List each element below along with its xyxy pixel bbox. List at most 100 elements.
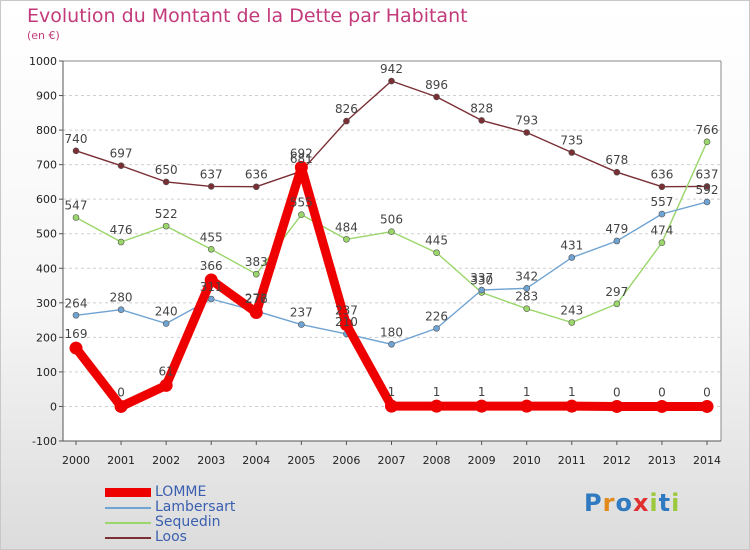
data-label-sequedin: 506 — [380, 213, 403, 227]
data-label-lambersart: 180 — [380, 325, 403, 339]
x-tick-label: 2007 — [378, 454, 406, 467]
data-label-loos: 740 — [65, 132, 88, 146]
data-point-loos — [433, 93, 440, 101]
x-tick-label: 2006 — [332, 454, 360, 467]
legend-label-lomme: LOMME — [155, 484, 207, 500]
logo-letter: P — [584, 489, 603, 517]
data-point-lambersart — [478, 286, 485, 294]
logo-letter: i — [649, 489, 659, 517]
data-label-lambersart: 431 — [560, 239, 583, 253]
data-label-sequedin: 555 — [290, 196, 313, 210]
data-point-sequedin — [343, 235, 350, 243]
data-point-lambersart — [658, 210, 666, 218]
data-point-lomme — [249, 305, 263, 319]
data-label-lomme: 237 — [335, 304, 358, 318]
data-label-sequedin: 476 — [110, 223, 133, 237]
data-point-sequedin — [117, 238, 125, 246]
data-label-sequedin: 445 — [425, 234, 448, 248]
data-point-loos — [658, 183, 666, 191]
data-label-lomme: 1 — [568, 385, 576, 399]
data-point-lomme — [159, 378, 173, 392]
x-tick-label: 2004 — [242, 454, 270, 467]
y-tick-label: 100 — [36, 366, 57, 379]
data-label-lambersart: 337 — [470, 271, 493, 285]
data-label-lambersart: 226 — [425, 309, 448, 323]
data-point-lomme — [655, 399, 669, 413]
data-label-loos: 636 — [650, 168, 673, 182]
data-label-loos: 697 — [110, 147, 133, 161]
data-point-lomme — [700, 399, 714, 413]
data-point-loos — [613, 168, 621, 176]
data-label-lambersart: 479 — [605, 222, 628, 236]
data-label-lambersart: 592 — [696, 183, 719, 197]
data-label-sequedin: 243 — [560, 304, 583, 318]
data-point-loos — [478, 117, 485, 124]
data-point-loos — [252, 183, 260, 191]
legend-label-lambersart: Lambersart — [155, 499, 236, 515]
y-tick-label: 700 — [36, 159, 57, 172]
legend-label-loos: Loos — [155, 529, 187, 545]
data-point-sequedin — [568, 319, 576, 326]
data-label-lambersart: 240 — [155, 305, 178, 319]
data-label-lambersart: 557 — [650, 195, 673, 209]
chart-subtitle: (en €) — [27, 29, 60, 42]
data-label-lomme: 272 — [245, 291, 268, 305]
y-tick-label: 800 — [36, 124, 57, 137]
data-label-loos: 636 — [245, 168, 268, 182]
data-label-sequedin: 484 — [335, 220, 358, 234]
data-label-lomme: 0 — [613, 385, 621, 399]
data-point-lomme — [385, 399, 398, 413]
data-point-sequedin — [658, 239, 666, 247]
data-label-sequedin: 455 — [200, 230, 223, 244]
data-label-sequedin: 283 — [515, 290, 538, 304]
data-label-sequedin: 766 — [696, 123, 719, 137]
data-point-sequedin — [433, 249, 440, 257]
data-point-lomme — [294, 160, 308, 174]
y-tick-label: 600 — [36, 193, 57, 206]
data-point-lambersart — [298, 321, 305, 328]
data-point-lambersart — [433, 325, 440, 332]
proxiti-logo: Proxiti — [584, 489, 680, 517]
data-label-sequedin: 522 — [155, 207, 178, 221]
data-point-loos — [388, 77, 395, 85]
chart-title: Evolution du Montant de la Dette par Hab… — [27, 5, 468, 27]
data-point-sequedin — [703, 138, 711, 146]
data-point-lambersart — [162, 320, 170, 327]
data-label-lomme: 0 — [658, 385, 666, 399]
data-point-loos — [523, 129, 531, 136]
data-point-sequedin — [72, 214, 80, 221]
data-labels: 169 0 61 366 272 692 237 1 1 1 1 1 0 0 0 264 280 240 311 27… — [65, 62, 719, 399]
x-tick-label: 2012 — [603, 454, 631, 467]
data-point-lambersart — [207, 295, 215, 303]
data-label-lomme: 169 — [65, 327, 88, 341]
x-tick-label: 2005 — [287, 454, 315, 467]
logo-letter: o — [615, 489, 633, 517]
x-tick-label: 2014 — [693, 454, 721, 467]
y-tick-label: -100 — [32, 435, 57, 448]
data-point-sequedin — [388, 228, 395, 235]
data-label-loos: 735 — [560, 134, 583, 148]
data-point-lambersart — [523, 285, 531, 292]
data-point-lomme — [204, 273, 218, 287]
data-label-lomme: 61 — [159, 364, 174, 378]
x-tick-label: 2001 — [107, 454, 135, 467]
data-label-loos: 678 — [605, 153, 628, 167]
logo-letter: t — [658, 489, 672, 517]
data-label-lambersart: 342 — [515, 269, 538, 283]
data-point-sequedin — [162, 222, 170, 230]
data-point-lomme — [114, 399, 128, 413]
data-label-lomme: 1 — [388, 385, 396, 399]
data-point-loos — [343, 117, 350, 125]
data-label-lomme: 366 — [200, 259, 223, 273]
logo-letter: x — [632, 489, 650, 517]
data-label-lomme: 0 — [117, 385, 125, 399]
data-point-sequedin — [613, 300, 621, 308]
y-tick-label: 900 — [36, 90, 57, 103]
data-point-sequedin — [252, 270, 260, 278]
data-point-lambersart — [613, 237, 621, 245]
axes: -100010020030040050060070080090010002000… — [29, 55, 722, 467]
data-point-lomme — [610, 399, 624, 413]
series-layer — [69, 77, 714, 413]
data-label-sequedin: 474 — [650, 224, 673, 238]
